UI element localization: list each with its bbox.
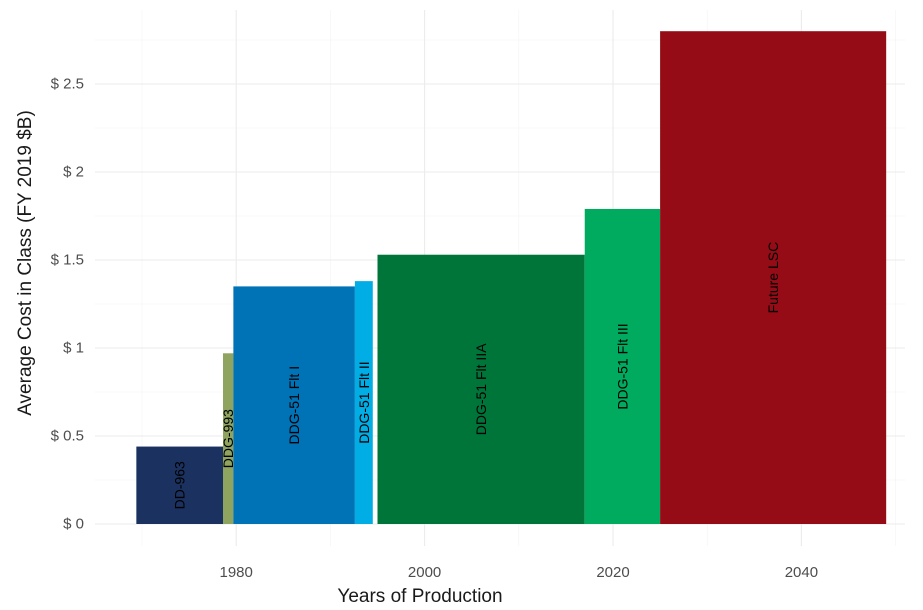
bar-labels: DD-963 DDG-993 DDG-51 Flt I DDG-51 Flt II DD… [172,242,781,510]
y-tick-label: $ 2 [63,164,84,181]
x-axis-title: Years of Production [337,586,502,607]
x-tick-label: 2000 [408,564,441,581]
bar-ddg-51-flt-i [233,286,355,524]
y-tick-label: $ 0 [63,516,84,533]
bar-label: Future LSC [765,242,781,314]
bar-label: DDG-51 Flt IIA [473,343,489,435]
x-tick-label: 2040 [785,564,818,581]
y-axis-title: Average Cost in Class (FY 2019 $B) [15,110,36,416]
y-tick-labels: $ 0 $ 0.5 $ 1 $ 1.5 $ 2 $ 2.5 [51,76,84,533]
x-tick-labels: 1980 2000 2020 2040 [220,564,819,581]
bar-label: DDG-51 Flt III [614,323,630,409]
x-tick-label: 1980 [220,564,253,581]
y-tick-label: $ 1 [63,340,84,357]
bar-label: DDG-51 Flt I [286,366,302,445]
bar-ddg-51-flt-iia [377,254,585,524]
y-tick-label: $ 2.5 [51,76,84,93]
bar-ddg-51-flt-ii [354,281,373,524]
bar-label: DDG-993 [220,409,236,468]
bar-future-lsc [660,31,887,524]
bar-ddg-51-flt-iii [584,208,661,524]
bar-ddg-993 [223,353,234,524]
bars [136,31,887,524]
y-tick-label: $ 0.5 [51,428,84,445]
x-tick-label: 2020 [596,564,629,581]
bar-dd-963 [136,446,224,524]
y-tick-label: $ 1.5 [51,252,84,269]
bar-label: DDG-51 Flt II [356,361,372,443]
bar-label: DD-963 [172,461,188,509]
